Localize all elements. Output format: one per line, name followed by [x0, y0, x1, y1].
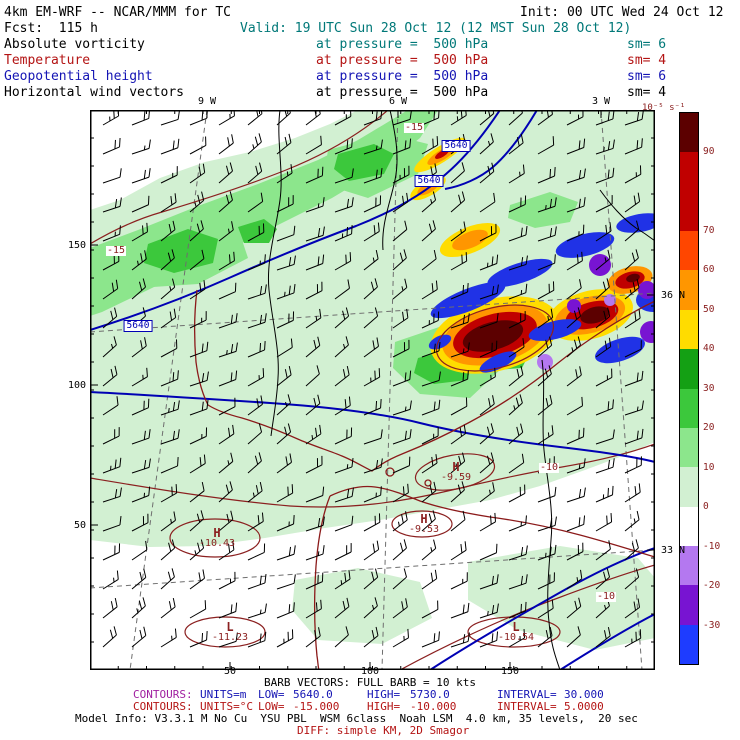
- colorbar-cell: [680, 309, 698, 350]
- coastlines: [193, 289, 655, 670]
- contours-low-label: LOW=: [258, 688, 285, 701]
- colorbar-tick-label: 20: [703, 422, 715, 433]
- colorbar-tick-label: 70: [703, 224, 715, 236]
- colorbar-cell: [680, 270, 698, 310]
- contours-high-value: -10.000: [410, 700, 457, 713]
- colorbar-cell: [680, 585, 698, 625]
- barb-legend: BARB VECTORS: FULL BARB = 10 kts: [264, 676, 476, 689]
- field-smoothing: sm= 6: [627, 37, 667, 52]
- field-row-height: Geopotential height at pressure = 500 hP…: [0, 69, 740, 85]
- field-row-wind: Horizontal wind vectors at pressure = 50…: [0, 85, 740, 101]
- contours-low-label: LOW=: [258, 700, 285, 713]
- axis-label-left: 100: [67, 380, 86, 391]
- contours-interval-label: INTERVAL=: [497, 700, 557, 713]
- field-label: Absolute vorticity: [4, 37, 145, 52]
- colorbar-tick-label: 40: [703, 343, 715, 354]
- colorbar-cell: [680, 545, 698, 586]
- colorbar-tick-label: 30: [703, 382, 715, 394]
- contours-low-value: 5640.0: [293, 688, 333, 701]
- axis-label-left: 150: [67, 240, 86, 251]
- colorbar-tick-label: 90: [703, 145, 715, 157]
- colorbar-cell: [680, 467, 698, 507]
- field-smoothing: sm= 4: [627, 85, 667, 100]
- field-smoothing: sm= 4: [627, 53, 667, 68]
- map-canvas: [90, 110, 655, 670]
- field-label: Horizontal wind vectors: [4, 85, 185, 100]
- forecast-hour: Fcst: 115 h: [4, 21, 98, 36]
- colorbar-cell: [680, 388, 698, 428]
- colorbar-cell: [680, 506, 698, 546]
- valid-time: Valid: 19 UTC Sun 28 Oct 12 (12 MST Sun …: [240, 21, 632, 36]
- field-pressure: at pressure = 500 hPa: [316, 85, 489, 100]
- contours-prefix: CONTOURS:: [133, 700, 193, 713]
- colorbar-cell: [680, 231, 698, 271]
- model-title: 4km EM-WRF -- NCAR/MMM for TC: [4, 5, 231, 20]
- contours-interval-value: 30.000: [564, 688, 604, 701]
- field-row-vorticity: Absolute vorticity at pressure = 500 hPa…: [0, 37, 740, 53]
- colorbar-cell: [680, 113, 698, 153]
- diffusion-info-line: DIFF: simple KM, 2D Smagor: [297, 724, 470, 737]
- contours-low-value: -15.000: [293, 700, 340, 713]
- contours-prefix: CONTOURS:: [133, 688, 193, 701]
- field-pressure: at pressure = 500 hPa: [316, 53, 489, 68]
- contours-high-label: HIGH=: [367, 688, 401, 701]
- colorbar-tick-label: 0: [703, 501, 709, 512]
- colorbar-cell: [680, 427, 698, 468]
- colorbar-cell: [680, 349, 698, 389]
- contours-units: UNITS=m: [200, 688, 247, 701]
- colorbar-tick-label: 50: [703, 303, 715, 315]
- contours-units: UNITS=°C: [200, 700, 253, 713]
- map-frame: [90, 110, 655, 670]
- colorbar-tick-label: -30: [703, 619, 721, 631]
- colorbar-tick-label: 10: [703, 461, 715, 473]
- axis-label-left: 50: [73, 520, 86, 531]
- field-smoothing: sm= 6: [627, 69, 667, 84]
- colorbar: [679, 112, 699, 665]
- political-borders: [267, 110, 655, 670]
- model-info-line: Model Info: V3.3.1 M No Cu YSU PBL WSM 6…: [75, 712, 638, 725]
- contours-high-value: 5730.0: [410, 688, 450, 701]
- colorbar-cell: [680, 152, 698, 232]
- wind-barbs: [102, 110, 644, 648]
- field-pressure: at pressure = 500 hPa: [316, 37, 489, 52]
- field-label: Geopotential height: [4, 69, 153, 84]
- contours-interval-value: 5.0000: [564, 700, 604, 713]
- graticule-lines: [90, 110, 655, 670]
- colorbar-tick-label: -20: [703, 580, 721, 591]
- contours-high-label: HIGH=: [367, 700, 401, 713]
- colorbar-tick-label: 60: [703, 264, 715, 275]
- init-time: Init: 00 UTC Wed 24 Oct 12: [520, 5, 724, 20]
- field-pressure: at pressure = 500 hPa: [316, 69, 489, 84]
- contours-interval-label: INTERVAL=: [497, 688, 557, 701]
- colorbar-units-label: 10⁻⁵ s⁻¹: [642, 103, 686, 113]
- colorbar-tick-label: -10: [703, 540, 721, 552]
- colorbar-cell: [680, 624, 698, 665]
- field-row-temperature: Temperature at pressure = 500 hPa sm= 4: [0, 53, 740, 69]
- field-label: Temperature: [4, 53, 91, 68]
